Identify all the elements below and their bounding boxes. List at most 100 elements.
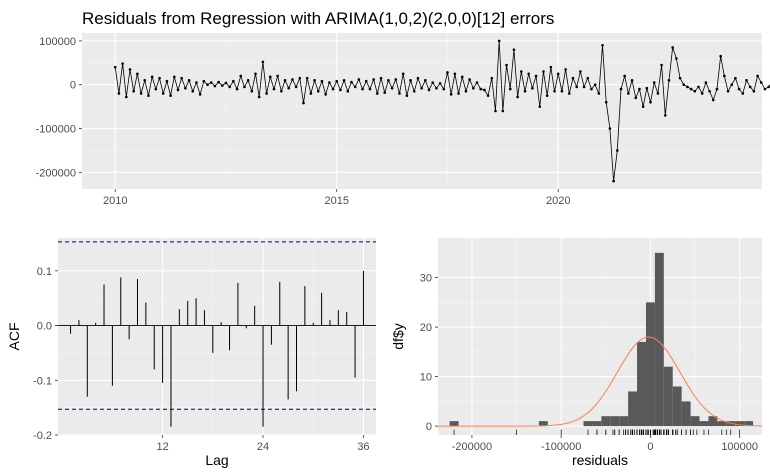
acf-y-ticks: -0.2 -0.1 0.0 0.1 (33, 266, 58, 442)
histogram-bar (681, 401, 691, 427)
histogram-bar (583, 421, 593, 427)
histogram-bar (538, 421, 548, 427)
residual-point (723, 74, 726, 78)
residual-point (213, 84, 217, 88)
residual-point (501, 109, 505, 113)
residual-point (195, 81, 198, 84)
residual-point (457, 92, 460, 95)
residual-point (660, 63, 663, 67)
residual-point (394, 78, 398, 81)
residual-point (228, 85, 231, 89)
residual-point (206, 83, 209, 87)
residual-point (161, 92, 165, 95)
histogram-bar (663, 366, 673, 427)
residual-point (353, 85, 357, 89)
residual-point (604, 100, 608, 104)
histogram-y-axis-label: df$y (390, 323, 406, 349)
residual-point (556, 72, 560, 76)
residual-point (630, 79, 634, 82)
residual-point (431, 81, 435, 84)
residuals-minor-gridlines (82, 33, 762, 189)
residual-point (191, 89, 195, 93)
residual-point (217, 80, 220, 84)
residual-point (339, 88, 342, 92)
y-tick-label: 0 (426, 421, 432, 433)
residual-point (364, 79, 368, 83)
residual-point (741, 92, 745, 95)
residuals-points (113, 39, 770, 183)
residual-point (652, 81, 656, 84)
residual-point (172, 75, 176, 79)
residual-point (276, 74, 279, 78)
residual-point (387, 79, 390, 82)
histogram-bar (601, 416, 611, 427)
residual-point (113, 65, 117, 69)
residuals-line (114, 40, 770, 182)
residual-point (693, 89, 697, 93)
residual-point (472, 86, 475, 90)
residual-point (545, 94, 549, 97)
residual-point (623, 74, 626, 78)
residual-point (553, 89, 556, 93)
histogram-x-ticks: -200000 -100000 0 100000 (452, 435, 758, 453)
residual-point (737, 87, 741, 91)
residual-point (601, 43, 604, 47)
residual-point (294, 85, 298, 89)
residual-point (449, 93, 453, 96)
residual-point (697, 85, 700, 89)
histogram-minor-gridlines (438, 238, 762, 435)
residual-point (708, 89, 711, 93)
residual-point (139, 92, 143, 95)
residual-point (328, 81, 331, 84)
residual-point (542, 70, 545, 73)
residual-point (298, 76, 302, 80)
residual-point (590, 87, 593, 91)
residual-point (128, 68, 132, 71)
residual-point (342, 79, 346, 82)
residual-point (232, 79, 235, 83)
residual-point (220, 84, 224, 87)
residual-point (424, 79, 427, 82)
histogram-rug (453, 429, 741, 435)
residual-point (158, 76, 161, 80)
residual-point (121, 62, 124, 65)
residual-point (187, 79, 191, 82)
residual-point (516, 95, 519, 99)
y-tick-label: -200000 (36, 167, 76, 179)
residuals-time-series-panel: -200000 -100000 0 100000 2010 2015 2020 (36, 33, 770, 207)
residual-point (243, 85, 246, 89)
histogram-bar (690, 416, 700, 427)
residual-point (649, 100, 652, 104)
y-tick-label: 10 (420, 372, 432, 384)
y-tick-label: -0.1 (33, 375, 52, 387)
residual-point (346, 89, 350, 93)
x-tick-label: 2010 (103, 195, 127, 207)
residual-point (560, 89, 564, 93)
residual-point (265, 92, 268, 95)
residual-point (675, 57, 678, 60)
histogram-bar (619, 416, 629, 427)
histogram-bar (637, 341, 646, 427)
residual-point (734, 76, 737, 80)
x-tick-label: 12 (156, 441, 168, 453)
histogram-bar (672, 386, 682, 427)
residual-point (176, 88, 180, 92)
histogram-bar (744, 421, 754, 427)
residual-point (180, 76, 183, 80)
residual-point (379, 76, 383, 80)
residual-point (390, 86, 394, 90)
residual-point (409, 79, 412, 82)
y-tick-label: 0.1 (37, 266, 52, 278)
residual-point (309, 92, 313, 95)
histogram-bar (735, 421, 745, 427)
residual-point (726, 89, 730, 93)
figure-title: Residuals from Regression with ARIMA(1,0… (82, 9, 554, 28)
residual-point (479, 87, 482, 91)
residual-point (291, 78, 294, 81)
acf-bars (70, 270, 364, 427)
residual-point (531, 86, 534, 90)
residual-point (534, 74, 538, 78)
residual-point (132, 89, 135, 93)
residual-point (615, 149, 619, 152)
residual-point (427, 88, 431, 92)
